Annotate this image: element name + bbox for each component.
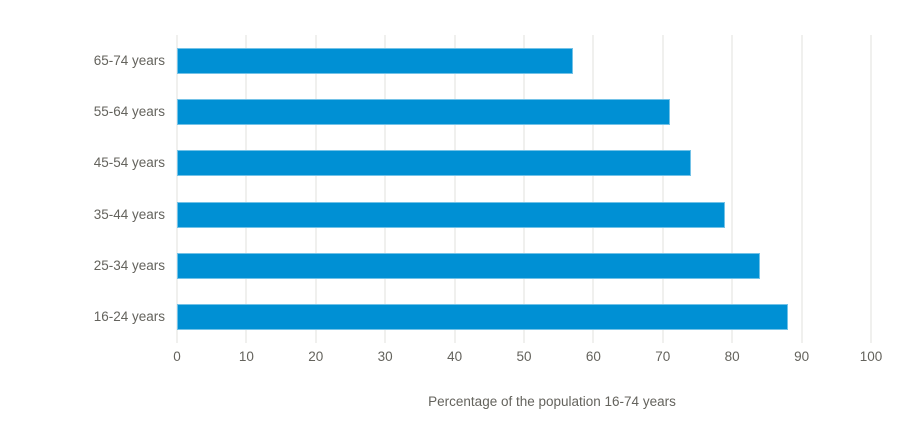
plot-area: [176, 35, 872, 343]
x-tick-label: 50: [516, 349, 532, 364]
y-category-label: 35-44 years: [93, 206, 165, 222]
x-tick-label: 30: [377, 349, 393, 364]
bar: [177, 99, 670, 125]
y-category-label: 25-34 years: [93, 258, 165, 273]
gridline: [245, 35, 247, 343]
y-category-label: 65-74 years: [93, 52, 165, 68]
y-category-label: 45-54 years: [93, 155, 165, 171]
x-tick-label: 40: [447, 349, 463, 364]
gridline: [731, 35, 733, 343]
gridline: [315, 35, 317, 343]
y-category-label: 16-24 years: [93, 309, 165, 325]
x-tick-label: 0: [173, 349, 181, 364]
y-category-label: 55-64 years: [93, 104, 165, 119]
bar: [177, 150, 691, 177]
gridline: [801, 35, 803, 343]
bar: [177, 47, 573, 74]
x-tick-label: 90: [794, 349, 810, 364]
bar: [177, 201, 726, 228]
x-tick-label: 100: [859, 349, 883, 364]
gridline: [454, 35, 456, 343]
gridline: [592, 35, 594, 343]
x-axis-title: Percentage of the population 16-74 years: [428, 394, 676, 409]
x-tick-label: 20: [308, 349, 324, 364]
gridline: [176, 35, 178, 343]
x-tick-label: 70: [655, 349, 671, 364]
gridline: [523, 35, 525, 343]
x-tick-label: 60: [585, 349, 601, 364]
bar: [177, 253, 760, 279]
x-tick-label: 10: [238, 349, 254, 364]
x-tick-label: 80: [724, 349, 740, 364]
gridline: [662, 35, 664, 343]
gridline: [384, 35, 386, 343]
gridline: [870, 35, 872, 343]
bar: [177, 304, 788, 331]
